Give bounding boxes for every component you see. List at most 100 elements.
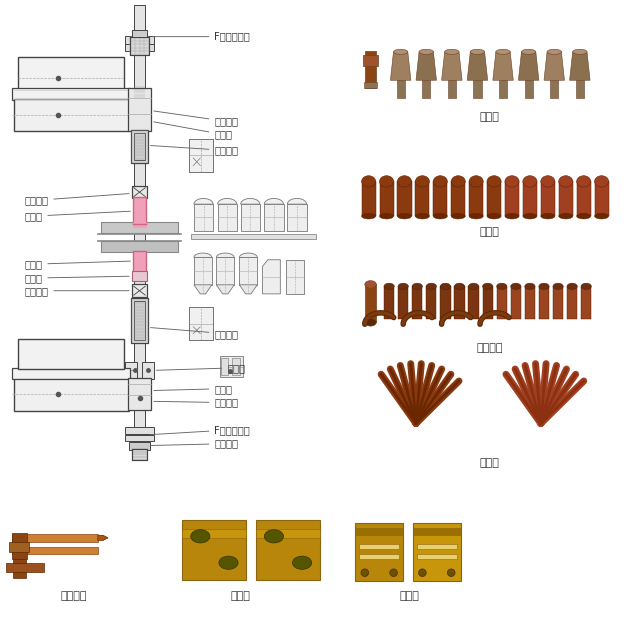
Bar [125, 44, 154, 51]
Ellipse shape [487, 214, 501, 219]
Bar [125, 362, 137, 379]
Bar [365, 51, 376, 88]
Ellipse shape [365, 281, 376, 288]
Text: 电极臂: 电极臂 [154, 384, 232, 394]
Text: 电极帽: 电极帽 [24, 211, 131, 221]
Bar [132, 271, 147, 281]
Ellipse shape [553, 283, 563, 289]
Bar [440, 286, 451, 319]
Ellipse shape [445, 49, 459, 54]
Bar [454, 286, 465, 319]
Polygon shape [216, 253, 234, 257]
Bar [189, 139, 213, 172]
Ellipse shape [415, 176, 429, 187]
Bar [422, 80, 430, 98]
Bar [365, 284, 376, 322]
Ellipse shape [380, 176, 394, 187]
Bar [398, 286, 408, 319]
Bar [6, 563, 44, 572]
Ellipse shape [595, 176, 609, 187]
Bar [134, 133, 145, 160]
Text: 电极臂: 电极臂 [230, 591, 250, 601]
Bar [189, 307, 213, 340]
Bar [362, 181, 376, 216]
Polygon shape [216, 285, 234, 294]
Bar [216, 257, 234, 285]
Ellipse shape [505, 176, 519, 187]
Ellipse shape [398, 283, 408, 289]
Bar [505, 181, 519, 216]
Bar [101, 222, 178, 233]
Bar [191, 234, 316, 239]
Bar [221, 358, 228, 375]
Ellipse shape [547, 49, 561, 54]
Ellipse shape [523, 214, 537, 219]
Bar [14, 378, 129, 411]
Text: F型通水接头: F型通水接头 [150, 425, 250, 435]
Polygon shape [570, 52, 590, 80]
Bar [182, 520, 246, 580]
Bar [363, 55, 378, 66]
Polygon shape [493, 52, 513, 80]
Bar [131, 298, 148, 343]
Polygon shape [287, 198, 307, 204]
Bar [364, 82, 377, 88]
Bar [468, 286, 479, 319]
Bar [128, 88, 151, 131]
Bar [417, 554, 457, 559]
Bar [553, 286, 563, 319]
Ellipse shape [505, 214, 519, 219]
Bar [132, 30, 147, 37]
Bar [12, 534, 98, 542]
Circle shape [447, 569, 455, 576]
Polygon shape [416, 52, 436, 80]
Bar [426, 286, 436, 319]
Ellipse shape [497, 283, 507, 289]
Bar [132, 186, 147, 198]
Bar [194, 204, 213, 231]
Bar [142, 362, 154, 379]
Ellipse shape [496, 49, 510, 54]
Bar [567, 286, 577, 319]
Bar [359, 554, 399, 559]
Bar [134, 301, 145, 340]
Ellipse shape [469, 214, 483, 219]
Bar [595, 181, 609, 216]
Text: 上凸焊台: 上凸焊台 [154, 111, 239, 126]
Polygon shape [467, 52, 488, 80]
Bar [539, 286, 549, 319]
Ellipse shape [394, 49, 408, 54]
Bar [18, 57, 124, 90]
Text: 电极套杆: 电极套杆 [150, 145, 239, 155]
Ellipse shape [469, 176, 483, 187]
Bar [412, 286, 422, 319]
Text: 电极连杆: 电极连杆 [476, 343, 503, 353]
Text: F型通水接头: F型通水接头 [152, 32, 250, 42]
Ellipse shape [559, 176, 573, 187]
Ellipse shape [264, 530, 284, 543]
Text: 电极套杆: 电极套杆 [150, 327, 239, 339]
Bar [380, 181, 394, 216]
Bar [499, 80, 507, 98]
Text: 转换器: 转换器 [156, 363, 245, 373]
FancyArrow shape [98, 535, 108, 540]
Bar [133, 197, 146, 224]
Bar [397, 80, 404, 98]
Bar [18, 339, 124, 369]
Ellipse shape [567, 283, 577, 289]
Bar [12, 533, 27, 559]
Bar [12, 368, 130, 379]
Bar [132, 284, 147, 297]
Text: 电极臂: 电极臂 [154, 122, 232, 140]
Bar [134, 5, 145, 460]
Bar [14, 99, 129, 131]
Ellipse shape [577, 214, 591, 219]
Ellipse shape [483, 283, 493, 289]
Bar [128, 378, 151, 410]
Ellipse shape [433, 214, 447, 219]
Bar [384, 286, 394, 319]
Ellipse shape [523, 176, 537, 187]
Text: 电极头: 电极头 [24, 273, 129, 283]
Bar [194, 257, 212, 285]
Polygon shape [518, 52, 539, 80]
